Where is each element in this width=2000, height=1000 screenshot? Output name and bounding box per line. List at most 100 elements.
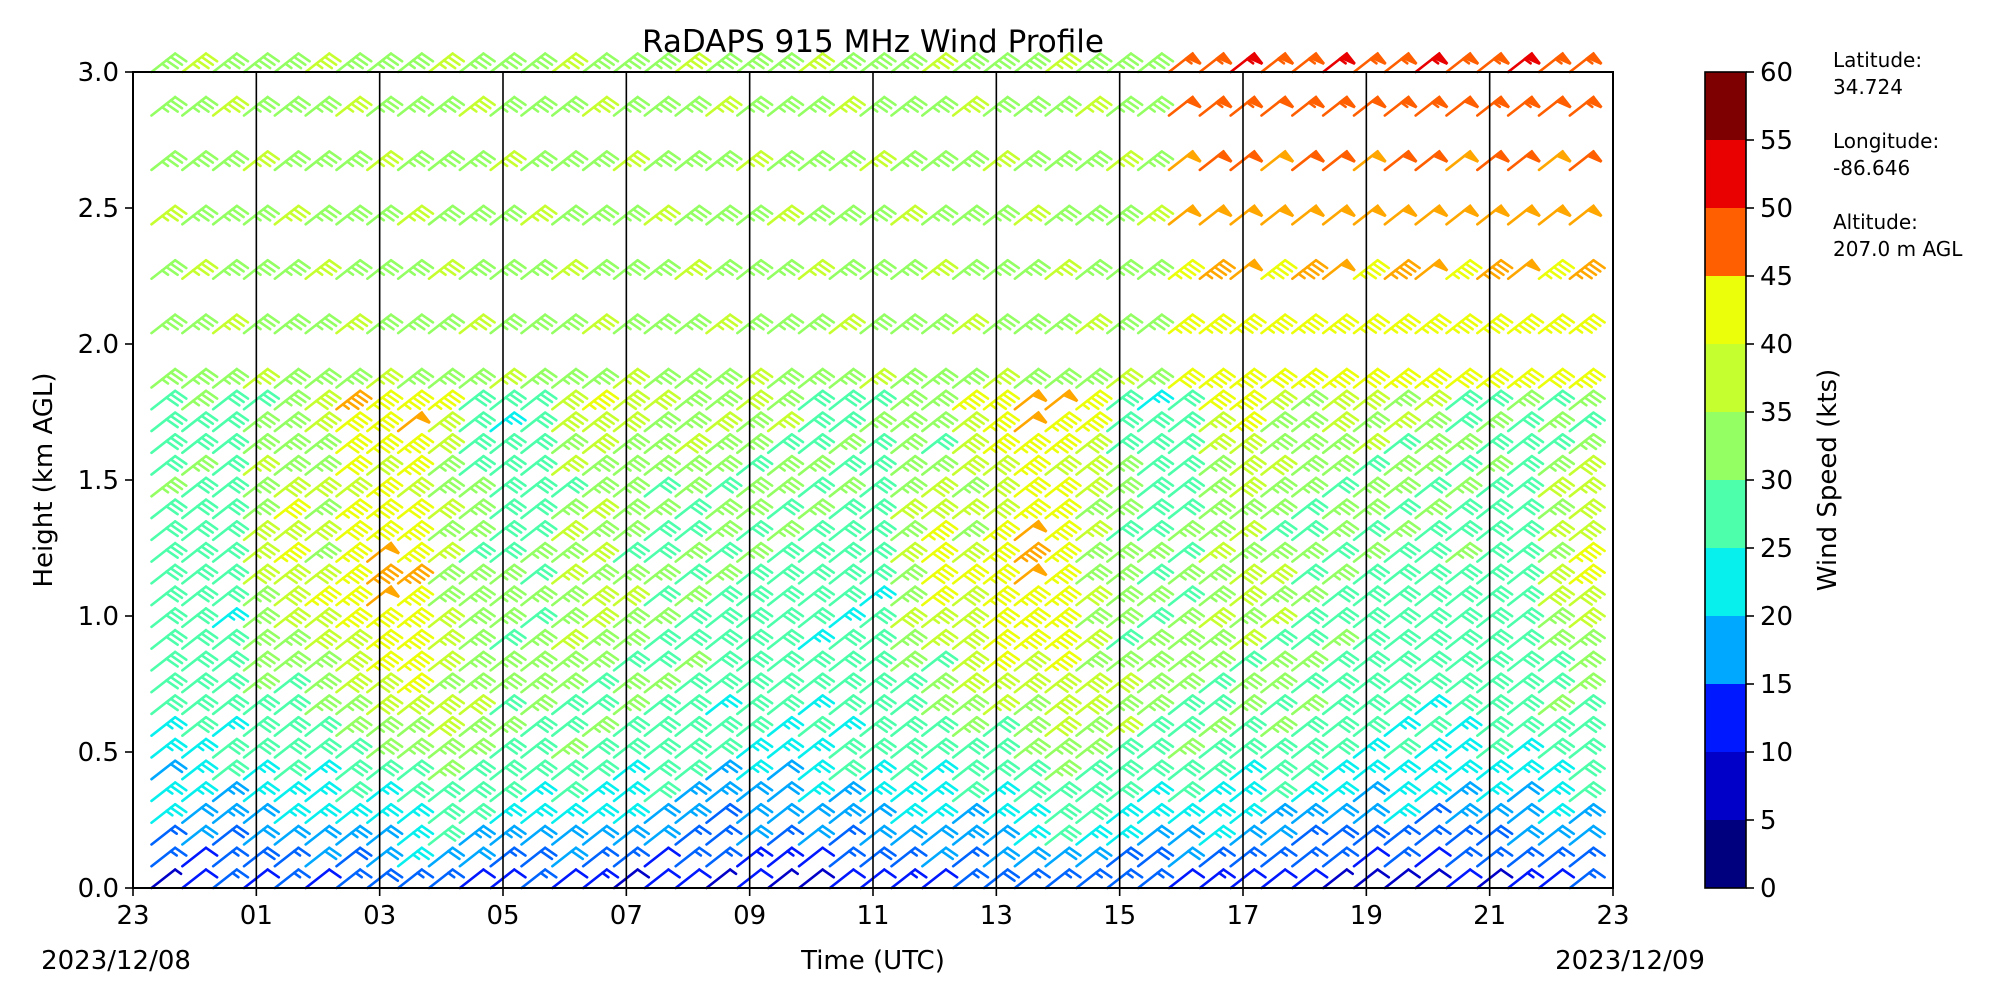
barb-feather xyxy=(169,458,184,469)
barb-feather xyxy=(685,443,699,454)
barb-feather xyxy=(451,824,466,836)
wind-barb xyxy=(551,563,589,585)
barb-feather xyxy=(288,657,303,668)
barb-feather xyxy=(447,654,461,665)
barb-feather xyxy=(878,545,893,556)
barb-feather xyxy=(662,828,677,839)
barb-feather xyxy=(173,759,188,770)
barb-feather xyxy=(843,679,858,690)
barb-feather xyxy=(786,697,800,708)
barb-feather xyxy=(411,787,426,799)
barb-feather xyxy=(605,628,620,640)
barb-feather xyxy=(266,258,281,270)
wind-barb xyxy=(242,433,281,455)
barb-feather xyxy=(204,846,219,857)
barb-feather xyxy=(817,675,831,687)
barb-staff xyxy=(150,868,177,890)
wind-barb xyxy=(458,802,496,825)
wind-barb xyxy=(951,454,990,476)
barb-feather xyxy=(292,675,307,687)
wind-barb xyxy=(396,563,435,585)
wind-barb xyxy=(242,95,281,117)
barb-feather xyxy=(231,436,245,447)
barb-feather xyxy=(662,610,677,621)
barb-feather xyxy=(539,414,554,426)
barb-feather xyxy=(297,759,311,770)
barb-feather xyxy=(658,613,673,625)
barb-feather xyxy=(288,722,303,734)
barb-half-feather xyxy=(350,809,359,817)
wind-barb xyxy=(890,694,928,716)
barb-feather xyxy=(358,204,373,215)
barb-feather xyxy=(477,414,492,426)
barb-half-feather xyxy=(989,533,998,541)
barb-half-feather xyxy=(191,464,201,472)
wind-barb xyxy=(335,52,373,74)
barb-half-feather xyxy=(715,214,725,222)
barb-feather xyxy=(728,52,743,63)
barb-half-feather xyxy=(989,555,998,563)
barb-feather xyxy=(438,399,453,411)
barb-half-feather xyxy=(839,377,848,385)
wind-barb xyxy=(335,672,373,694)
barb-feather xyxy=(636,313,651,324)
barb-feather xyxy=(319,265,334,277)
barb-feather xyxy=(504,102,519,113)
barb-feather xyxy=(658,374,673,385)
barb-feather xyxy=(781,483,796,494)
wind-barb xyxy=(366,759,404,781)
barb-feather xyxy=(358,520,373,531)
barb-feather xyxy=(759,52,774,63)
wind-barb xyxy=(1013,150,1051,172)
barb-feather xyxy=(689,613,704,625)
barb-feather xyxy=(169,479,184,491)
barb-feather xyxy=(755,392,770,404)
barb-feather xyxy=(566,548,580,559)
barb-feather xyxy=(173,520,188,531)
barb-feather xyxy=(226,265,241,277)
barb-feather xyxy=(323,99,338,110)
barb-half-feather xyxy=(777,214,786,222)
barb-feather xyxy=(878,479,893,491)
barb-feather xyxy=(231,806,245,817)
barb-feather xyxy=(442,102,457,113)
barb-feather xyxy=(477,849,492,861)
barb-feather xyxy=(451,868,466,879)
wind-barb xyxy=(859,585,897,607)
barb-feather xyxy=(658,592,673,603)
wind-barb xyxy=(211,476,250,498)
barb-half-feather xyxy=(315,377,324,385)
barb-feather xyxy=(821,563,836,574)
barb-feather xyxy=(235,846,250,857)
barb-feather xyxy=(328,313,342,324)
barb-feather xyxy=(574,607,589,618)
barb-feather xyxy=(847,762,862,774)
barb-feather xyxy=(909,501,924,513)
barb-feather xyxy=(328,150,342,161)
barb-feather xyxy=(354,545,369,556)
barb-feather xyxy=(196,526,210,538)
chart-title: RaDAPS 915 MHz Wind Profile xyxy=(642,24,1104,60)
barb-feather xyxy=(878,849,893,861)
barb-feather xyxy=(658,102,673,113)
wind-barb xyxy=(181,824,219,846)
barb-feather xyxy=(323,523,338,534)
barb-feather xyxy=(574,454,589,466)
barb-feather xyxy=(262,806,276,817)
barb-feather xyxy=(354,371,369,382)
barb-feather xyxy=(482,433,496,444)
barb-feather xyxy=(728,781,743,792)
barb-feather xyxy=(407,508,422,519)
wind-barb xyxy=(951,737,990,759)
barb-feather xyxy=(821,258,836,270)
barb-feather xyxy=(698,433,712,444)
barb-feather xyxy=(513,846,527,857)
wind-barb xyxy=(273,433,311,455)
barb-feather xyxy=(350,613,364,625)
wind-barb xyxy=(551,258,589,281)
barb-feather xyxy=(196,570,210,581)
barb-half-feather xyxy=(231,849,240,857)
barb-feather xyxy=(751,320,765,331)
barb-half-feather xyxy=(284,464,293,472)
wind-barb xyxy=(181,476,219,498)
